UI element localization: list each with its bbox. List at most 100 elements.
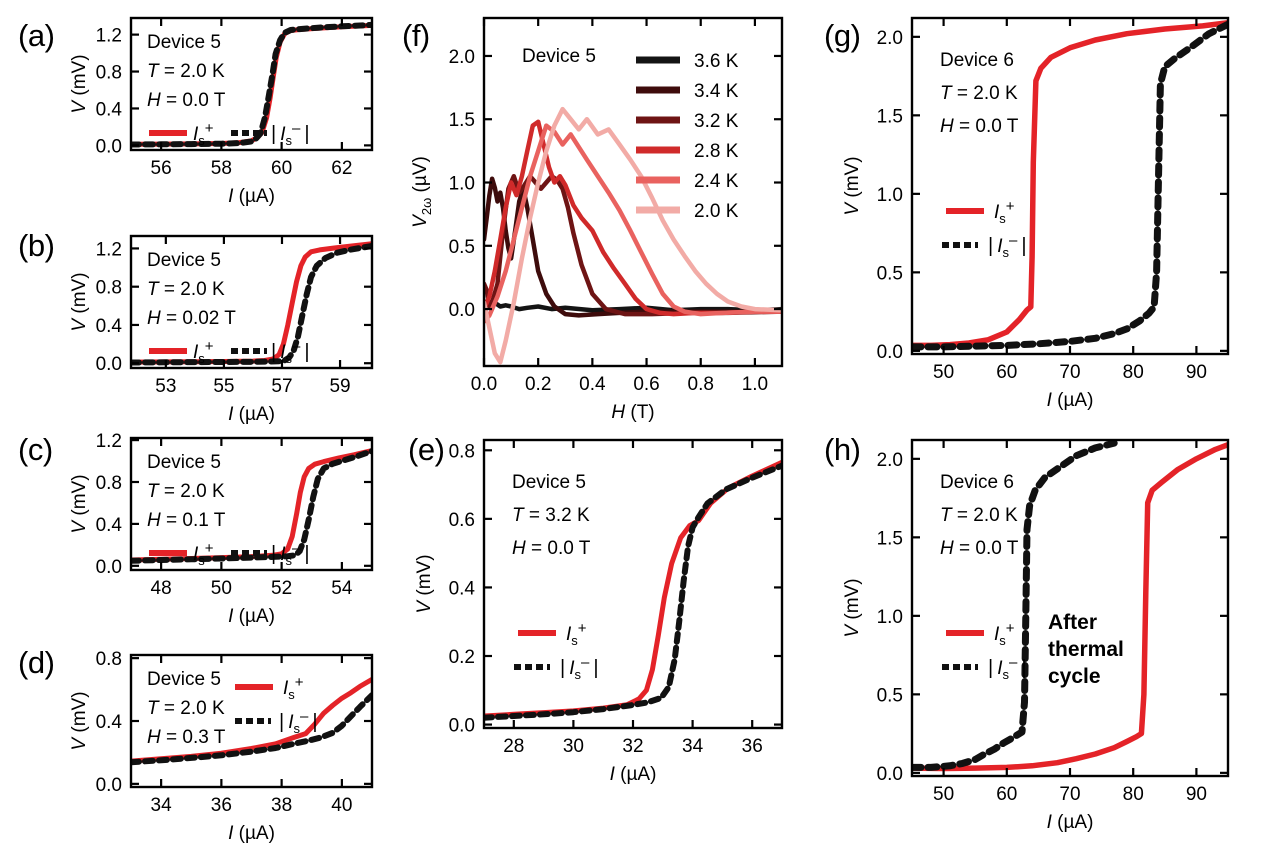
series-Is-h (912, 441, 1228, 772)
series-Is-e (484, 459, 782, 719)
y-axis-label: V (mV) (69, 54, 90, 113)
y-axis-label: V2ω (µV) (410, 156, 434, 228)
legend-label-1: 3.4 K (694, 81, 739, 102)
plot-frame (482, 16, 784, 368)
y-tick-label: 0.0 (96, 775, 122, 796)
annotation-2: H = 0.02 T (147, 308, 236, 329)
y-tick-label: 0.4 (96, 316, 123, 337)
panel-b-plot: 53 55 57 59 0.0 0.4 0.8 1.2 I (µA) V (mV) Device 5… (69, 234, 374, 425)
series-28K-f (484, 119, 782, 317)
panel-h-plot: 50 60 70 80 90 0.0 0.5 1.0 1.5 2.0 I (µA) V (mV) Dev… (842, 438, 1230, 833)
y-tick-label: 0.5 (877, 685, 903, 706)
x-tick-label: 50 (211, 578, 232, 599)
legend-symbol-negative: | Is– | (271, 540, 310, 568)
annotation-2: H = 0.0 T (147, 90, 226, 111)
y-tick-label: 0.0 (877, 342, 903, 363)
legend-symbol-positive: Is+ (193, 120, 214, 148)
legend-symbol-positive: Is+ (193, 338, 214, 366)
legend-label-3: 2.8 K (694, 141, 739, 162)
x-tick-label: 57 (271, 376, 292, 397)
legend-symbol-positive: Is+ (566, 620, 587, 648)
legend-label-2: 3.2 K (694, 111, 739, 132)
annotation-1: T = 2.0 K (147, 279, 225, 300)
series-32K-f (484, 173, 782, 317)
y-tick-label: 0.2 (449, 647, 475, 668)
panel-d-label: (d) (18, 645, 55, 680)
note-line-1: thermal (1048, 638, 1124, 661)
legend-symbol-positive: Is+ (994, 198, 1015, 226)
x-tick-label: 30 (563, 736, 584, 757)
y-tick-label: 0.0 (449, 300, 475, 321)
plot-frame (129, 16, 374, 152)
y-tick-label: 0.4 (96, 712, 123, 733)
legend-symbol-negative: | Is– | (271, 338, 310, 366)
annotation-0: Device 6 (940, 50, 1014, 71)
panel-g-plot: 50 60 70 80 90 0.0 0.5 1.0 1.5 2.0 I (µA) V (mV) Dev… (842, 16, 1230, 411)
panel-f-plot: 0.0 0.2 0.4 0.6 0.8 1.0 0.0 0.5 1.0 1.5 2.0 H (T) V2… (410, 16, 784, 423)
y-axis-label: V (mV) (842, 156, 863, 215)
x-axis-label: I (µA) (610, 764, 657, 785)
x-tick-label: 38 (271, 795, 292, 816)
plot-frame (129, 234, 374, 370)
x-tick-label: 56 (151, 158, 172, 179)
x-tick-label: 0.0 (471, 374, 497, 395)
panel-c-label: (c) (18, 432, 53, 467)
x-tick-label: 60 (996, 362, 1017, 383)
panel-c-plot: 48 50 52 54 0.0 0.4 0.8 1.2 I (µA) V (mV) Device 5… (69, 431, 374, 627)
y-tick-label: 0.0 (96, 557, 122, 578)
panel-d-curves (131, 676, 372, 766)
legend-symbol-positive: Is+ (283, 674, 304, 702)
panel-a-label: (a) (18, 18, 55, 53)
y-tick-label: 1.2 (96, 26, 122, 47)
x-tick-label: 53 (155, 376, 176, 397)
y-tick-label: 0.8 (96, 278, 122, 299)
note-line-2: cycle (1048, 665, 1101, 688)
y-tick-label: 2.0 (449, 47, 475, 68)
legend-symbol-negative: | Is– | (271, 120, 310, 148)
x-tick-label: 36 (211, 795, 232, 816)
y-axis-label: V (mV) (69, 272, 90, 331)
panel-f-curves (484, 106, 782, 365)
y-tick-label: 0.6 (449, 510, 475, 531)
series-Is-g (912, 20, 1228, 351)
annotation-2: H = 0.0 T (940, 116, 1019, 137)
annotation-2: H = 0.0 T (512, 538, 591, 559)
panel-e-curves (484, 459, 782, 721)
x-tick-label: 0.4 (579, 374, 606, 395)
y-tick-label: 0.4 (449, 578, 476, 599)
y-tick-label: 2.0 (877, 28, 903, 49)
annotation-1: T = 2.0 K (147, 698, 225, 719)
x-tick-label: 28 (503, 736, 524, 757)
y-axis-label: V (mV) (69, 474, 90, 533)
legend-symbol-positive: Is+ (994, 620, 1015, 648)
legend-label-5: 2.0 K (694, 201, 739, 222)
series-36K-f (484, 299, 782, 313)
y-tick-label: 1.5 (877, 106, 903, 127)
y-tick-label: 1.0 (449, 174, 475, 195)
x-tick-label: 32 (622, 736, 643, 757)
annotation-0: Device 5 (147, 452, 221, 473)
series-Is-g (912, 19, 1228, 349)
x-tick-label: 40 (331, 795, 352, 816)
x-tick-label: 52 (271, 578, 292, 599)
panel-h-curves (912, 440, 1228, 772)
y-tick-label: 1.2 (96, 239, 122, 260)
legend-symbol-negative: | Is– | (560, 654, 599, 682)
legend-label-0: 3.6 K (694, 51, 739, 72)
x-axis-label: I (µA) (1047, 812, 1094, 833)
plot-frame (129, 436, 374, 572)
panel-g-curves (912, 19, 1228, 351)
x-tick-label: 60 (271, 158, 292, 179)
annotation-1: T = 2.0 K (940, 83, 1018, 104)
x-tick-label: 90 (1186, 362, 1207, 383)
y-axis-label: V (mV) (414, 554, 435, 613)
x-axis-label: I (µA) (228, 823, 275, 844)
annotation-2: H = 0.3 T (147, 727, 226, 748)
y-tick-label: 2.0 (877, 450, 903, 471)
y-tick-label: 0.0 (449, 716, 475, 737)
x-tick-label: 80 (1123, 362, 1144, 383)
x-tick-label: 1.0 (742, 374, 768, 395)
panel-c-curves (131, 448, 372, 564)
y-tick-label: 0.5 (877, 263, 903, 284)
x-tick-label: 0.2 (525, 374, 551, 395)
